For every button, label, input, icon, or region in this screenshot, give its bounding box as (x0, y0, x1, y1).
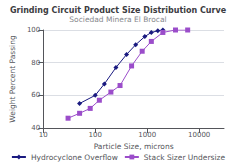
svg-text:10000: 10000 (188, 131, 210, 139)
svg-text:Particle Size, microns: Particle Size, microns (94, 142, 174, 151)
svg-text:Weight Percent Passing: Weight Percent Passing (8, 35, 17, 123)
svg-text:Grinding Circuit Product Size: Grinding Circuit Product Size Distributi… (10, 6, 227, 15)
svg-text:10: 10 (39, 131, 48, 139)
svg-text:Stack Sizer Undersize: Stack Sizer Undersize (144, 153, 226, 162)
svg-text:80: 80 (31, 59, 40, 67)
svg-text:1000: 1000 (138, 131, 156, 139)
svg-text:100: 100 (27, 26, 40, 34)
svg-text:40: 40 (31, 124, 41, 132)
svg-text:Sociedad Minera El Brocal: Sociedad Minera El Brocal (69, 15, 166, 24)
svg-text:100: 100 (89, 131, 102, 139)
svg-text:Hydrocyclone Overflow: Hydrocyclone Overflow (31, 153, 118, 162)
svg-text:60: 60 (31, 91, 40, 99)
